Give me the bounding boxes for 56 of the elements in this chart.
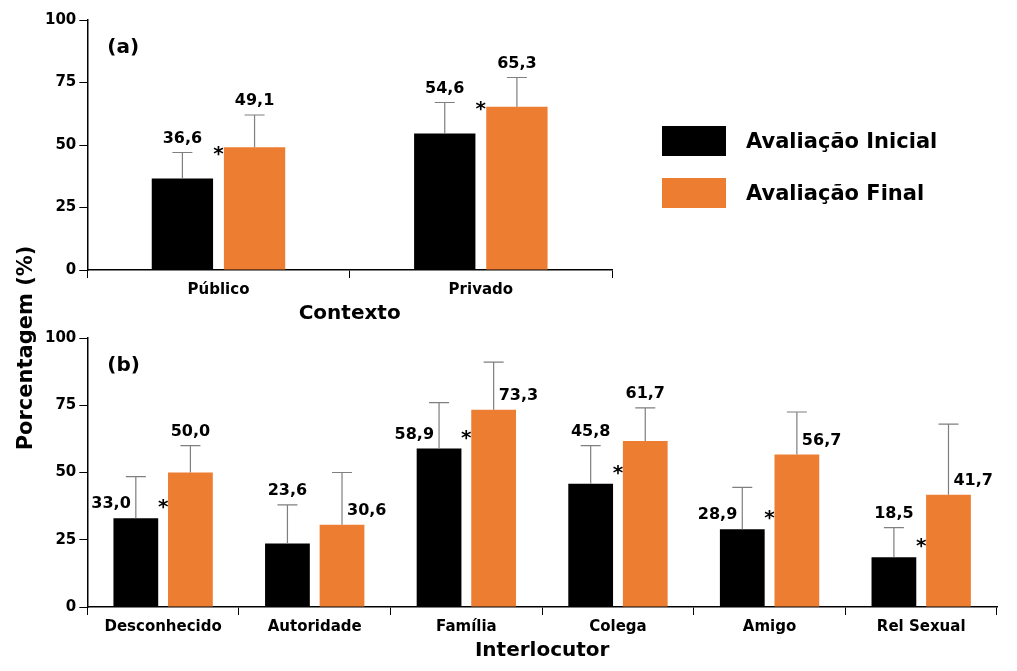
y-tick-label: 75 — [55, 395, 77, 414]
data-label: 41,7 — [953, 469, 993, 489]
data-label: 54,6 — [425, 77, 465, 97]
annotation: * — [764, 505, 776, 530]
bar — [223, 147, 286, 270]
bar — [471, 409, 517, 607]
data-label: 33,0 — [91, 493, 131, 513]
legend-label: Avaliação Final — [746, 181, 925, 205]
x-tick-label: Família — [436, 616, 497, 635]
data-label: 30,6 — [347, 499, 387, 519]
annotation: * — [475, 95, 487, 120]
y-tick-label: 100 — [45, 9, 77, 28]
x-tick-label: Privado — [448, 279, 514, 298]
annotation: * — [213, 140, 225, 165]
annotation: (b) — [107, 352, 140, 377]
data-label: 65,3 — [497, 52, 537, 72]
data-label: 28,9 — [697, 504, 738, 524]
bar — [926, 494, 971, 607]
data-label: 23,6 — [267, 479, 308, 499]
x-tick-label: Desconhecido — [104, 616, 222, 635]
annotation: (a) — [107, 34, 140, 59]
annotation: * — [612, 460, 624, 484]
data-label: 56,7 — [801, 429, 842, 449]
y-axis-title: Porcentagem (%) — [13, 245, 37, 451]
x-tick-label: Colega — [589, 616, 647, 635]
x-tick-label: Rel Sexual — [876, 616, 966, 635]
annotation: * — [461, 424, 473, 449]
y-tick-label: 25 — [55, 529, 77, 548]
y-tick-label: 0 — [65, 259, 77, 278]
x-tick-label: Público — [187, 279, 250, 298]
data-label: 49,1 — [234, 90, 275, 110]
bar — [774, 454, 820, 607]
bar — [622, 441, 668, 607]
data-label: 18,5 — [874, 502, 914, 522]
data-label: 61,7 — [625, 383, 665, 403]
bar — [168, 472, 213, 607]
bar — [319, 524, 365, 607]
data-label: 45,8 — [570, 420, 611, 440]
legend-label: Avaliação Inicial — [746, 129, 938, 153]
annotation: * — [157, 494, 169, 519]
data-label: 50,0 — [170, 420, 211, 440]
x-tick-label: Amigo — [742, 616, 797, 635]
bar — [486, 106, 548, 270]
y-tick-label: 50 — [55, 462, 77, 481]
x-axis-title: Interlocutor — [474, 637, 610, 662]
data-label: 58,9 — [394, 423, 435, 443]
data-label: 36,6 — [162, 127, 203, 147]
annotation: * — [915, 533, 927, 558]
y-tick-label: 50 — [55, 134, 77, 153]
y-tick-label: 100 — [45, 327, 77, 346]
y-tick-label: 25 — [55, 197, 77, 216]
x-tick-label: Autoridade — [267, 616, 362, 635]
data-label: 73,3 — [498, 384, 539, 404]
x-axis-title: Contexto — [298, 300, 401, 325]
y-tick-label: 0 — [65, 596, 77, 615]
y-tick-label: 75 — [55, 72, 77, 91]
